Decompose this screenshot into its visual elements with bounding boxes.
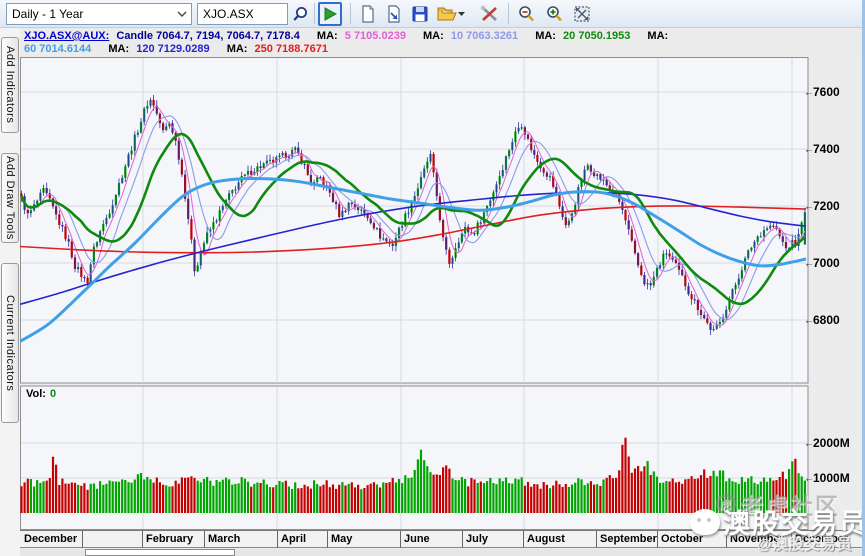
- period-dropdown-value: Daily - 1 Year: [12, 7, 84, 21]
- save-floppy-icon: [412, 6, 428, 22]
- svg-text:7000: 7000: [813, 256, 840, 270]
- month-tick: [596, 531, 597, 548]
- svg-text:←: ←: [804, 316, 814, 327]
- add-draw-tools-button[interactable]: Add Draw Tools: [1, 153, 19, 243]
- volume-pane-label: Vol: 0: [26, 388, 56, 400]
- svg-text:←: ←: [804, 145, 814, 156]
- chart-area[interactable]: ← 7600 ← 7400 ← 7200 ← 7000 ← 6800 ← 2000M ← 1000M: [19, 57, 865, 530]
- add-indicators-button[interactable]: Add Indicators: [1, 37, 19, 133]
- month-label: June: [404, 533, 430, 545]
- zoom-out-icon: [519, 6, 534, 22]
- legend-row-2: 60 7014.6144 MA: 120 7129.0289 MA: 250 7…: [24, 43, 342, 55]
- legend-ma120-value: 120 7129.0289: [136, 43, 210, 55]
- month-label: December: [795, 533, 849, 545]
- legend-ma-label: MA:: [535, 30, 556, 42]
- legend-ma-label: MA:: [226, 43, 248, 55]
- month-tick: [142, 531, 143, 548]
- search-icon: [292, 6, 307, 21]
- legend-ma60-value: 60 7014.6144: [24, 43, 92, 55]
- expand-fit-icon: [574, 6, 590, 22]
- legend-ma-label: MA:: [647, 30, 669, 42]
- toolbar-separator: [314, 3, 315, 24]
- month-label: May: [331, 533, 353, 545]
- chart-canvas[interactable]: ← 7600← 7400← 7200← 7000← 6800← 2000M← 1000M: [19, 57, 865, 530]
- open-folder-icon: [437, 7, 457, 21]
- tools-button[interactable]: [476, 2, 502, 26]
- current-indicators-button[interactable]: Current Indicators: [1, 263, 19, 423]
- chevron-down-icon: [177, 11, 187, 17]
- month-label: November: [730, 533, 784, 545]
- month-label: December: [24, 533, 78, 545]
- month-label: April: [281, 533, 307, 545]
- open-button[interactable]: [434, 2, 468, 26]
- month-tick: [327, 531, 328, 548]
- svg-text:←: ←: [804, 439, 814, 450]
- svg-text:7600: 7600: [813, 85, 840, 99]
- month-label: October: [661, 533, 704, 545]
- new-chart-button[interactable]: [356, 2, 380, 26]
- toolbar-separator: [508, 3, 509, 24]
- svg-text:2000M: 2000M: [813, 436, 850, 450]
- crossed-tools-icon: [480, 5, 497, 21]
- bottom-panel-partial: [20, 549, 865, 556]
- indicator-legend: XJO.ASX@AUX: Candle 7064.7, 7194, 7064.7…: [20, 28, 865, 57]
- bottom-panel-cell: [85, 549, 235, 556]
- svg-text:7200: 7200: [813, 199, 840, 213]
- month-tick: [204, 531, 205, 548]
- svg-text:←: ←: [804, 474, 814, 485]
- month-label: August: [527, 533, 565, 545]
- svg-text:7400: 7400: [813, 142, 840, 156]
- zoom-in-button[interactable]: [542, 2, 566, 26]
- document-arrow-icon: [388, 5, 400, 23]
- toolbar-separator: [350, 3, 351, 24]
- left-sidebar: Add Indicators Add Draw Tools Current In…: [0, 28, 20, 556]
- month-tick: [791, 531, 792, 548]
- legend-ma-label: MA:: [423, 30, 444, 42]
- month-label: March: [208, 533, 241, 545]
- legend-ma5-value: 5 7105.0239: [344, 30, 406, 42]
- month-tick: [462, 531, 463, 548]
- export-chart-button[interactable]: [382, 2, 406, 26]
- month-tick: [726, 531, 727, 548]
- play-icon: [324, 7, 337, 21]
- time-axis[interactable]: December February March April May June July Aug…: [20, 530, 865, 548]
- month-label: September: [600, 533, 657, 545]
- svg-text:←: ←: [804, 202, 814, 213]
- legend-symbol[interactable]: XJO.ASX@AUX:: [24, 30, 110, 42]
- legend-ma-label: MA:: [316, 30, 338, 42]
- month-tick: [277, 531, 278, 548]
- legend-ma-label: MA:: [108, 43, 130, 55]
- month-tick: [400, 531, 401, 548]
- symbol-input[interactable]: [197, 3, 288, 25]
- zoom-in-icon: [547, 6, 562, 22]
- month-tick: [523, 531, 524, 548]
- volume-label-prefix: Vol:: [26, 388, 46, 400]
- svg-text:6800: 6800: [813, 313, 840, 327]
- legend-row-1: XJO.ASX@AUX: Candle 7064.7, 7194, 7064.7…: [24, 30, 672, 42]
- legend-ma10-value: 10 7063.3261: [450, 30, 519, 42]
- window-right-border: [862, 0, 865, 556]
- go-button[interactable]: [318, 2, 342, 26]
- month-tick: [82, 531, 83, 548]
- svg-text:←: ←: [804, 88, 814, 99]
- fit-chart-button[interactable]: [570, 2, 594, 26]
- volume-label-value: 0: [49, 388, 57, 400]
- svg-text:←: ←: [804, 259, 814, 270]
- month-tick: [657, 531, 658, 548]
- month-label: July: [466, 533, 489, 545]
- new-document-icon: [362, 5, 374, 23]
- month-label: February: [146, 533, 194, 545]
- save-button[interactable]: [408, 2, 432, 26]
- symbol-search-button[interactable]: [288, 2, 312, 26]
- legend-ma250-value: 250 7188.7671: [254, 43, 328, 55]
- zoom-out-button[interactable]: [514, 2, 538, 26]
- main-toolbar: Daily - 1 Year: [0, 0, 865, 28]
- legend-candle-ohlc: Candle 7064.7, 7194, 7064.7, 7178.4: [116, 30, 300, 42]
- legend-ma20-value: 20 7050.1953: [563, 30, 631, 42]
- chevron-down-icon: [457, 12, 465, 16]
- svg-text:1000M: 1000M: [813, 471, 850, 485]
- period-dropdown[interactable]: Daily - 1 Year: [6, 3, 192, 25]
